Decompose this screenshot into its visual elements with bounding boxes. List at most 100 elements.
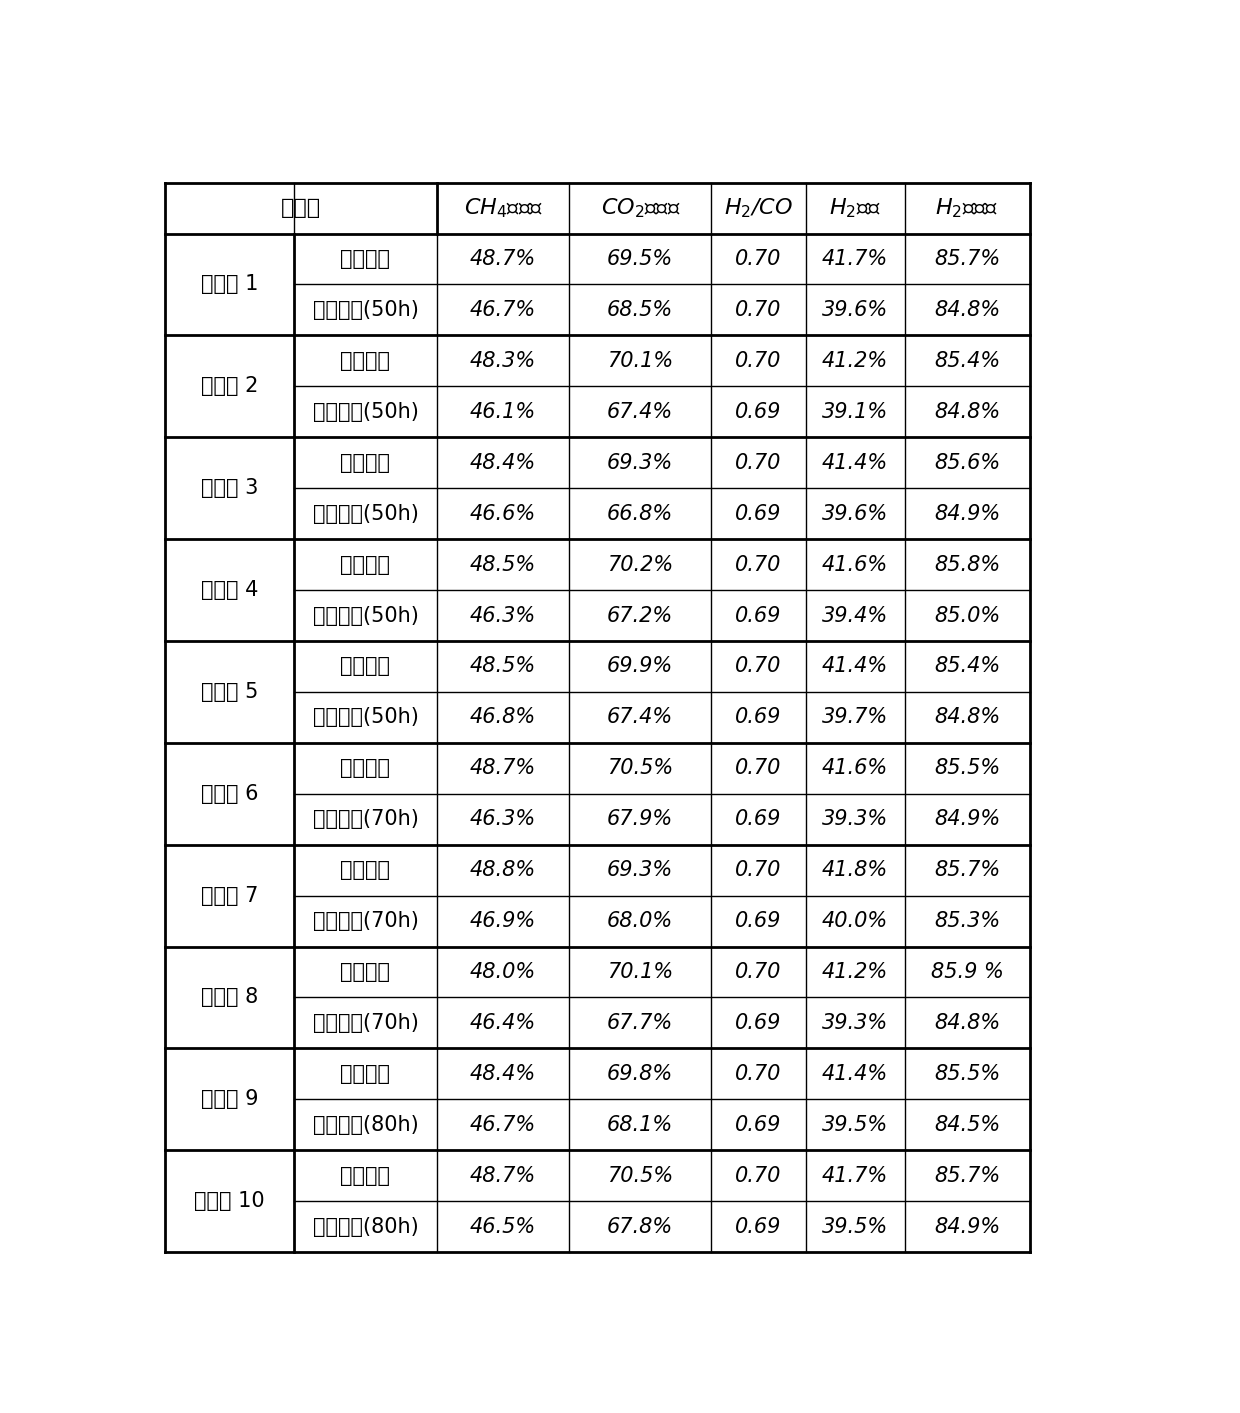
Text: 0.69: 0.69 xyxy=(735,401,781,422)
Text: 48.4%: 48.4% xyxy=(470,452,536,473)
Text: 实施例 3: 实施例 3 xyxy=(201,478,258,499)
Text: 终止状态(80h): 终止状态(80h) xyxy=(312,1217,418,1236)
Text: H$_2$/CO: H$_2$/CO xyxy=(724,196,794,220)
Text: 85.8%: 85.8% xyxy=(934,554,1001,575)
Text: 起始状态: 起始状态 xyxy=(341,350,391,370)
Text: 0.69: 0.69 xyxy=(735,1013,781,1033)
Text: 41.4%: 41.4% xyxy=(822,1064,888,1084)
Text: 41.7%: 41.7% xyxy=(822,1166,888,1186)
Text: 实施例 9: 实施例 9 xyxy=(201,1089,258,1109)
Text: 0.69: 0.69 xyxy=(735,708,781,728)
Text: 0.69: 0.69 xyxy=(735,810,781,829)
Text: 69.9%: 69.9% xyxy=(608,657,673,677)
Text: 起始状态: 起始状态 xyxy=(341,861,391,880)
Text: 39.7%: 39.7% xyxy=(822,708,888,728)
Text: 终止状态(50h): 终止状态(50h) xyxy=(312,708,418,728)
Text: 85.7%: 85.7% xyxy=(934,249,1001,268)
Text: 0.69: 0.69 xyxy=(735,1217,781,1236)
Text: 实施例 7: 实施例 7 xyxy=(201,886,258,906)
Text: 起始状态: 起始状态 xyxy=(341,1166,391,1186)
Text: 48.4%: 48.4% xyxy=(470,1064,536,1084)
Text: 85.3%: 85.3% xyxy=(934,911,1001,931)
Text: H$_2$产率: H$_2$产率 xyxy=(830,196,882,220)
Text: 67.7%: 67.7% xyxy=(608,1013,673,1033)
Text: 67.2%: 67.2% xyxy=(608,606,673,626)
Text: 终止状态(50h): 终止状态(50h) xyxy=(312,401,418,422)
Text: 85.5%: 85.5% xyxy=(934,1064,1001,1084)
Text: 41.6%: 41.6% xyxy=(822,554,888,575)
Text: 48.7%: 48.7% xyxy=(470,759,536,779)
Text: 起始状态: 起始状态 xyxy=(341,962,391,982)
Text: 实施例 5: 实施例 5 xyxy=(201,682,258,702)
Text: 48.7%: 48.7% xyxy=(470,249,536,268)
Text: 0.70: 0.70 xyxy=(735,962,781,982)
Text: 39.1%: 39.1% xyxy=(822,401,888,422)
Text: 39.6%: 39.6% xyxy=(822,300,888,319)
Text: 41.6%: 41.6% xyxy=(822,759,888,779)
Text: 67.8%: 67.8% xyxy=(608,1217,673,1236)
Text: 终止状态(70h): 终止状态(70h) xyxy=(312,1013,418,1033)
Text: 0.69: 0.69 xyxy=(735,1115,781,1135)
Text: 实施例 8: 实施例 8 xyxy=(201,988,258,1007)
Text: 84.5%: 84.5% xyxy=(934,1115,1001,1135)
Text: 0.70: 0.70 xyxy=(735,1064,781,1084)
Text: 实施例 2: 实施例 2 xyxy=(201,376,258,396)
Text: 终止状态(50h): 终止状态(50h) xyxy=(312,606,418,626)
Text: 39.5%: 39.5% xyxy=(822,1217,888,1236)
Text: 41.2%: 41.2% xyxy=(822,962,888,982)
Text: 66.8%: 66.8% xyxy=(608,503,673,524)
Text: 68.5%: 68.5% xyxy=(608,300,673,319)
Text: 41.4%: 41.4% xyxy=(822,657,888,677)
Text: 0.70: 0.70 xyxy=(735,759,781,779)
Text: 39.4%: 39.4% xyxy=(822,606,888,626)
Text: 46.6%: 46.6% xyxy=(470,503,536,524)
Text: 终止状态(70h): 终止状态(70h) xyxy=(312,911,418,931)
Text: 0.69: 0.69 xyxy=(735,503,781,524)
Text: 起始状态: 起始状态 xyxy=(341,452,391,473)
Text: 0.70: 0.70 xyxy=(735,657,781,677)
Text: 85.7%: 85.7% xyxy=(934,861,1001,880)
Text: 41.8%: 41.8% xyxy=(822,861,888,880)
Text: 84.9%: 84.9% xyxy=(934,810,1001,829)
Text: 0.70: 0.70 xyxy=(735,249,781,268)
Text: 84.8%: 84.8% xyxy=(934,300,1001,319)
Text: 84.8%: 84.8% xyxy=(934,708,1001,728)
Text: 实施例 10: 实施例 10 xyxy=(195,1191,265,1211)
Text: 46.8%: 46.8% xyxy=(470,708,536,728)
Text: 70.2%: 70.2% xyxy=(608,554,673,575)
Text: 67.4%: 67.4% xyxy=(608,708,673,728)
Text: 69.3%: 69.3% xyxy=(608,861,673,880)
Text: 67.9%: 67.9% xyxy=(608,810,673,829)
Text: 70.1%: 70.1% xyxy=(608,962,673,982)
Text: 85.9 %: 85.9 % xyxy=(930,962,1003,982)
Text: 实施例 6: 实施例 6 xyxy=(201,784,258,804)
Text: CO$_2$转化率: CO$_2$转化率 xyxy=(600,196,680,220)
Text: 0.70: 0.70 xyxy=(735,350,781,370)
Text: 70.1%: 70.1% xyxy=(608,350,673,370)
Text: CH$_4$转化率: CH$_4$转化率 xyxy=(464,196,542,220)
Text: 39.3%: 39.3% xyxy=(822,810,888,829)
Text: 41.2%: 41.2% xyxy=(822,350,888,370)
Text: 起始状态: 起始状态 xyxy=(341,249,391,268)
Text: 70.5%: 70.5% xyxy=(608,1166,673,1186)
Text: 起始状态: 起始状态 xyxy=(341,1064,391,1084)
Text: 48.7%: 48.7% xyxy=(470,1166,536,1186)
Text: 终止状态(80h): 终止状态(80h) xyxy=(312,1115,418,1135)
Text: 终止状态(50h): 终止状态(50h) xyxy=(312,503,418,524)
Text: 催化剂: 催化剂 xyxy=(280,198,321,218)
Text: 46.3%: 46.3% xyxy=(470,810,536,829)
Text: 0.70: 0.70 xyxy=(735,452,781,473)
Text: 84.8%: 84.8% xyxy=(934,401,1001,422)
Text: 85.7%: 85.7% xyxy=(934,1166,1001,1186)
Text: 48.8%: 48.8% xyxy=(470,861,536,880)
Text: 85.5%: 85.5% xyxy=(934,759,1001,779)
Text: 39.6%: 39.6% xyxy=(822,503,888,524)
Text: 46.3%: 46.3% xyxy=(470,606,536,626)
Text: 70.5%: 70.5% xyxy=(608,759,673,779)
Text: 实施例 4: 实施例 4 xyxy=(201,581,258,601)
Text: 85.4%: 85.4% xyxy=(934,657,1001,677)
Text: 起始状态: 起始状态 xyxy=(341,759,391,779)
Text: 实施例 1: 实施例 1 xyxy=(201,274,258,294)
Text: 69.8%: 69.8% xyxy=(608,1064,673,1084)
Text: 40.0%: 40.0% xyxy=(822,911,888,931)
